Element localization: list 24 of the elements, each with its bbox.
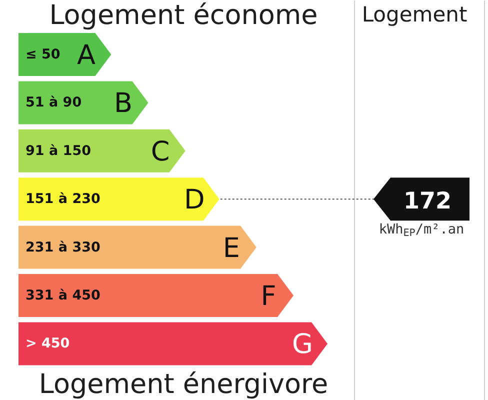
y-tick-label: 51 à 90 [26, 94, 82, 111]
y-tick-label: 151 à 230 [26, 191, 100, 208]
annotation: D [184, 184, 205, 216]
y-tick-label: > 450 [26, 336, 70, 352]
x-axis-title: Logement énergivore [38, 369, 328, 400]
text: Logement [362, 2, 468, 26]
chart-title: Logement économe [49, 0, 318, 31]
bar [18, 178, 220, 221]
bar [18, 129, 186, 172]
annotation: F [260, 281, 276, 312]
y-tick-label: 91 à 150 [26, 142, 91, 159]
y-tick-label: 231 à 330 [26, 239, 100, 256]
annotation: 172 [403, 188, 452, 215]
bar [18, 81, 148, 124]
bar [18, 322, 328, 366]
y-tick-label: ≤ 50 [26, 46, 60, 62]
annotation: B [114, 88, 133, 120]
annotation: A [76, 40, 96, 71]
annotation: G [292, 329, 313, 360]
annotation: E [222, 232, 240, 264]
y-tick-label: 331 à 450 [26, 288, 100, 304]
bar [18, 226, 256, 269]
annotation: C [150, 136, 170, 168]
bar [18, 274, 294, 317]
